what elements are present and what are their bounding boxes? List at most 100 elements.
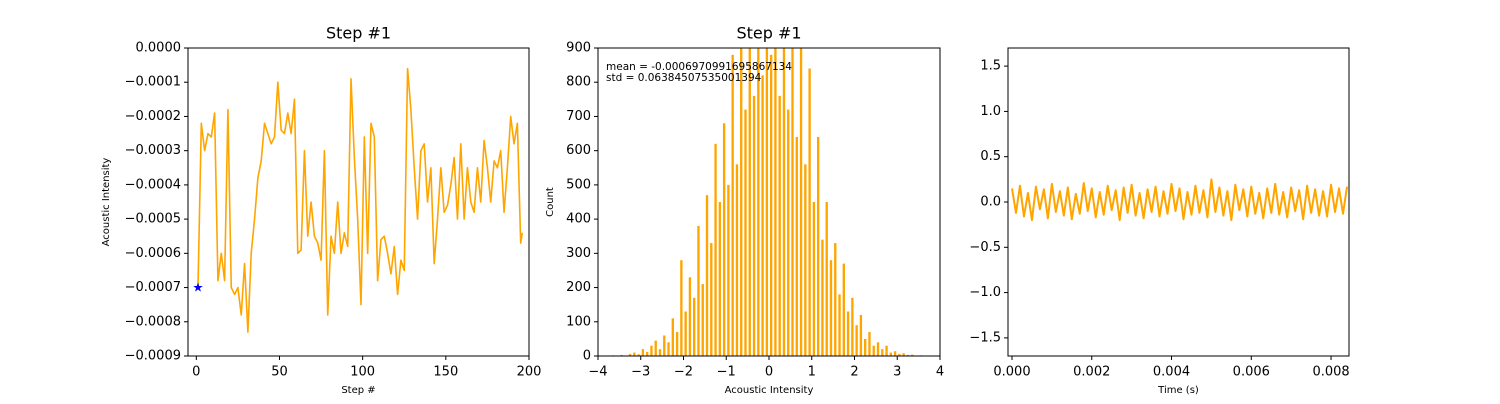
hist-bar — [808, 69, 810, 356]
x-tick-label: −4 — [588, 365, 607, 380]
hist-bar — [714, 144, 716, 356]
y-tick-label: 100 — [566, 314, 591, 329]
hist-bar — [706, 195, 708, 356]
y-tick-label: −0.0003 — [125, 143, 181, 158]
hist-bar — [885, 346, 887, 356]
hist-bar — [727, 185, 729, 356]
hist-bar — [684, 312, 686, 356]
y-tick-label: 400 — [566, 212, 591, 227]
hist-bar — [796, 137, 798, 356]
x-tick-label: −1 — [717, 365, 736, 380]
hist-bar — [702, 284, 704, 356]
x-tick-label: 0.002 — [1073, 365, 1110, 380]
y-tick-label: 800 — [566, 75, 591, 90]
hist-bar — [710, 243, 712, 356]
hist-bar — [642, 349, 644, 356]
x-tick-label: 3 — [893, 365, 901, 380]
x-axis-label: Step # — [341, 385, 375, 396]
y-tick-label: 700 — [566, 109, 591, 124]
hist-bar — [774, 7, 776, 356]
hist-bar — [697, 226, 699, 356]
y-tick-label: 600 — [566, 143, 591, 158]
hist-bar — [826, 202, 828, 356]
hist-bar — [744, 110, 746, 356]
x-tick-label: 1 — [808, 365, 816, 380]
hist-bar — [779, 96, 781, 356]
hist-bar — [847, 312, 849, 356]
hist-bar — [877, 342, 879, 356]
hist-bar — [873, 346, 875, 356]
subplot-title: Step #1 — [326, 24, 391, 43]
hist-bar — [633, 353, 635, 356]
x-tick-label: 0 — [765, 365, 773, 380]
hist-bar — [731, 55, 733, 356]
hist-bar — [843, 264, 845, 356]
hist-bar — [761, 75, 763, 356]
hist-bar — [817, 137, 819, 356]
hist-bar — [736, 164, 738, 356]
y-tick-label: −0.0006 — [125, 246, 181, 261]
hist-bar — [821, 240, 823, 356]
hist-bar — [800, 48, 802, 356]
hist-bar — [868, 332, 870, 356]
hist-bar — [663, 335, 665, 356]
y-tick-label: 1.0 — [980, 104, 1001, 119]
y-tick-label: −0.0004 — [125, 177, 181, 192]
y-tick-label: −0.0008 — [125, 314, 181, 329]
hist-bar — [838, 294, 840, 356]
hist-bar — [676, 332, 678, 356]
x-tick-label: 200 — [517, 365, 542, 380]
hist-bar — [851, 298, 853, 356]
hist-bar — [655, 341, 657, 356]
y-tick-label: 200 — [566, 280, 591, 295]
y-tick-label: −0.0005 — [125, 212, 181, 227]
hist-bar — [689, 277, 691, 356]
x-tick-label: 0.006 — [1233, 365, 1270, 380]
x-axis-label: Acoustic Intensity — [725, 385, 814, 396]
subplot-title: Step #1 — [736, 24, 801, 43]
y-axis-label: Count — [545, 187, 556, 217]
hist-bar — [659, 349, 661, 356]
x-tick-label: 2 — [850, 365, 858, 380]
annotation: std = 0.06384507535001394 — [606, 72, 762, 84]
y-tick-label: −0.5 — [969, 240, 1001, 255]
x-tick-label: 0.000 — [993, 365, 1030, 380]
y-tick-label: 900 — [566, 41, 591, 56]
y-tick-label: 0 — [583, 349, 591, 364]
y-tick-label: −0.0001 — [125, 75, 181, 90]
hist-bar — [791, 27, 793, 356]
x-tick-label: −2 — [674, 365, 693, 380]
x-tick-label: 0.008 — [1312, 365, 1349, 380]
hist-bar — [719, 202, 721, 356]
y-tick-label: −0.0009 — [125, 349, 181, 364]
y-tick-label: 0.5 — [980, 149, 1001, 164]
hist-bar — [813, 202, 815, 356]
y-tick-label: −0.0007 — [125, 280, 181, 295]
x-tick-label: 150 — [433, 365, 458, 380]
hist-bar — [680, 260, 682, 356]
hist-bar — [650, 346, 652, 356]
y-tick-label: 0.0 — [980, 195, 1001, 210]
hist-bar — [830, 260, 832, 356]
x-tick-label: 100 — [350, 365, 375, 380]
hist-bar — [667, 342, 669, 356]
y-axis-label: Acoustic Intensity — [101, 158, 112, 247]
hist-bar — [693, 298, 695, 356]
y-tick-label: 300 — [566, 246, 591, 261]
hist-bar — [766, 0, 768, 356]
x-tick-label: 50 — [271, 365, 288, 380]
x-tick-label: 0.004 — [1153, 365, 1190, 380]
hist-bar — [804, 164, 806, 356]
y-tick-label: −0.0002 — [125, 109, 181, 124]
hist-bar — [881, 349, 883, 356]
hist-bar — [894, 351, 896, 356]
hist-bar — [834, 243, 836, 356]
hist-bar — [770, 55, 772, 356]
hist-bar — [753, 96, 755, 356]
hist-bar — [860, 315, 862, 356]
hist-bar — [890, 353, 892, 356]
hist-bar — [864, 339, 866, 356]
y-tick-label: −1.5 — [969, 330, 1001, 345]
y-tick-label: −1.0 — [969, 285, 1001, 300]
